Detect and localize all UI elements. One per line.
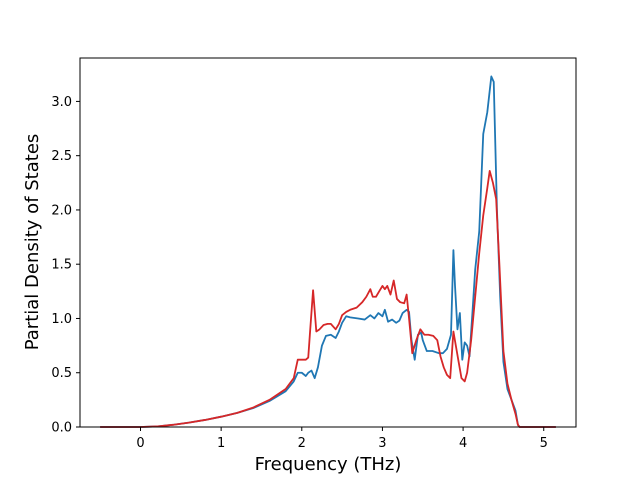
y-tick-label: 0.5 xyxy=(51,366,72,381)
plot-frame xyxy=(79,57,577,428)
x-tick-label: 0 xyxy=(136,436,144,451)
x-tick-label: 5 xyxy=(540,436,548,451)
y-tick-label: 1.5 xyxy=(51,258,72,273)
series-line-2 xyxy=(100,169,556,428)
series-layer xyxy=(100,75,556,428)
y-tick-label: 2.5 xyxy=(51,149,72,164)
series-line-1 xyxy=(100,75,556,428)
y-axis-label: Partial Density of States xyxy=(22,134,43,351)
x-tick-label: 3 xyxy=(378,436,386,451)
x-axis-ticks: 0 1 2 3 4 5 xyxy=(136,427,548,451)
x-tick-label: 4 xyxy=(459,436,467,451)
y-tick-label: 2.0 xyxy=(51,203,72,218)
y-tick-label: 0.0 xyxy=(51,421,72,436)
y-axis-ticks: 0.0 0.5 1.0 1.5 2.0 2.5 3.0 xyxy=(51,95,80,436)
plot-background xyxy=(80,58,576,427)
x-tick-label: 1 xyxy=(217,436,225,451)
y-tick-label: 1.0 xyxy=(51,312,72,327)
y-tick-label: 3.0 xyxy=(51,95,72,110)
x-axis-label: Frequency (THz) xyxy=(255,454,402,475)
x-tick-label: 2 xyxy=(298,436,306,451)
